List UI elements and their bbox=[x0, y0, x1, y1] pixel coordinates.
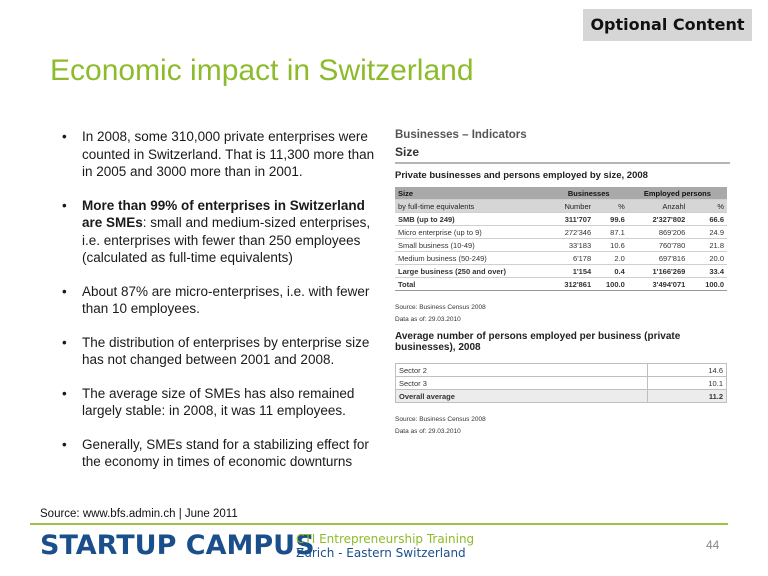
cell-employed: 697'816 bbox=[627, 251, 689, 265]
cell-percent: 0.4 bbox=[594, 264, 628, 278]
cell-value: 10.1 bbox=[647, 376, 727, 390]
cell-value: 11.2 bbox=[647, 389, 727, 403]
table-row: Medium business (50-249) 6'178 2.0 697'8… bbox=[395, 251, 727, 265]
table-row: Small business (10-49) 33'183 10.6 760'7… bbox=[395, 238, 727, 252]
bullet-item: The average size of SMEs has also remain… bbox=[62, 385, 387, 420]
table-total-row: Total 312'861 100.0 3'494'071 100.0 bbox=[395, 277, 727, 291]
header-cell: Employed persons bbox=[627, 187, 727, 200]
optional-content-badge: Optional Content bbox=[583, 9, 752, 41]
table-row: Large business (250 and over) 1'154 0.4 … bbox=[395, 264, 727, 278]
cell-employed-percent: 20.0 bbox=[688, 251, 727, 265]
bullet-item: More than 99% of enterprises in Switzerl… bbox=[62, 197, 387, 267]
table-row: Sector 3 10.1 bbox=[395, 376, 727, 390]
cell-employed-percent: 21.8 bbox=[688, 238, 727, 252]
cell-employed: 1'166'269 bbox=[627, 264, 689, 278]
table-row: Overall average 11.2 bbox=[395, 389, 727, 403]
row-label: Sector 2 bbox=[395, 363, 648, 377]
table-subheader-row: by full-time equivalents Number % Anzahl… bbox=[395, 199, 727, 213]
subheader-cell: by full-time equivalents bbox=[395, 199, 550, 213]
businesses-table: Size Businesses Employed persons by full… bbox=[395, 187, 727, 291]
cell-employed: 2'327'802 bbox=[627, 212, 689, 226]
cell-number: 311'707 bbox=[549, 212, 595, 226]
row-label: Small business (10-49) bbox=[395, 238, 550, 252]
table1-title: Private businesses and persons employed … bbox=[395, 170, 648, 181]
cell-number: 33'183 bbox=[549, 238, 595, 252]
divider bbox=[395, 162, 730, 164]
table1-date: Data as of: 29.03.2010 bbox=[395, 316, 461, 323]
table2-date: Data as of: 29.03.2010 bbox=[395, 428, 461, 435]
cell-employed-percent: 66.6 bbox=[688, 212, 727, 226]
table-row: SMB (up to 249) 311'707 99.6 2'327'802 6… bbox=[395, 212, 727, 226]
source-note: Source: www.bfs.admin.ch | June 2011 bbox=[40, 508, 238, 520]
cell-employed: 760'780 bbox=[627, 238, 689, 252]
cell-employed-percent: 24.9 bbox=[688, 225, 727, 239]
row-label: Total bbox=[395, 277, 550, 291]
panel-subheading: Size bbox=[395, 145, 420, 159]
header-cell: Size bbox=[395, 187, 550, 200]
row-label: Overall average bbox=[395, 389, 648, 403]
cell-employed: 869'206 bbox=[627, 225, 689, 239]
cell-number: 272'346 bbox=[549, 225, 595, 239]
row-label: Micro enterprise (up to 9) bbox=[395, 225, 550, 239]
bullet-item: The distribution of enterprises by enter… bbox=[62, 334, 387, 369]
table-row: Micro enterprise (up to 9) 272'346 87.1 … bbox=[395, 225, 727, 239]
footer-divider bbox=[30, 523, 728, 525]
subheader-cell: % bbox=[594, 199, 628, 213]
indicators-panel: Businesses – Indicators Size Private bus… bbox=[395, 128, 730, 437]
header-cell: Businesses bbox=[549, 187, 628, 200]
cell-percent: 99.6 bbox=[594, 212, 628, 226]
cell-number: 312'861 bbox=[549, 277, 595, 291]
table-row: Sector 2 14.6 bbox=[395, 363, 727, 377]
subheader-cell: Anzahl bbox=[627, 199, 689, 213]
row-label: Medium business (50-249) bbox=[395, 251, 550, 265]
startup-campus-logo: STARTUP CAMPUS bbox=[40, 530, 315, 561]
cell-number: 6'178 bbox=[549, 251, 595, 265]
row-label: Sector 3 bbox=[395, 376, 648, 390]
cell-employed: 3'494'071 bbox=[627, 277, 689, 291]
average-employees-table: Sector 2 14.6 Sector 3 10.1 Overall aver… bbox=[395, 363, 727, 403]
cell-value: 14.6 bbox=[647, 363, 727, 377]
row-label: Large business (250 and over) bbox=[395, 264, 550, 278]
subheader-cell: % bbox=[688, 199, 727, 213]
cell-employed-percent: 33.4 bbox=[688, 264, 727, 278]
cell-employed-percent: 100.0 bbox=[688, 277, 727, 291]
row-label: SMB (up to 249) bbox=[395, 212, 550, 226]
table1-source: Source: Business Census 2008 bbox=[395, 304, 486, 311]
cell-number: 1'154 bbox=[549, 264, 595, 278]
bullet-list: In 2008, some 310,000 private enterprise… bbox=[62, 128, 387, 487]
tagline-region: Zurich - Eastern Switzerland bbox=[296, 546, 466, 560]
tagline-training: CTI Entrepreneurship Training bbox=[296, 532, 475, 546]
page-number: 44 bbox=[706, 538, 720, 552]
cell-percent: 87.1 bbox=[594, 225, 628, 239]
panel-heading: Businesses – Indicators bbox=[395, 129, 527, 141]
table2-source: Source: Business Census 2008 bbox=[395, 416, 486, 423]
cell-percent: 2.0 bbox=[594, 251, 628, 265]
cell-percent: 10.6 bbox=[594, 238, 628, 252]
cell-percent: 100.0 bbox=[594, 277, 628, 291]
table-header-row: Size Businesses Employed persons bbox=[395, 187, 727, 200]
subheader-cell: Number bbox=[549, 199, 595, 213]
page-title: Economic impact in Switzerland bbox=[50, 54, 474, 87]
table2-title: Average number of persons employed per b… bbox=[395, 331, 681, 353]
bullet-item: In 2008, some 310,000 private enterprise… bbox=[62, 128, 387, 181]
bullet-item: About 87% are micro-enterprises, i.e. wi… bbox=[62, 283, 387, 318]
bullet-item: Generally, SMEs stand for a stabilizing … bbox=[62, 436, 387, 471]
